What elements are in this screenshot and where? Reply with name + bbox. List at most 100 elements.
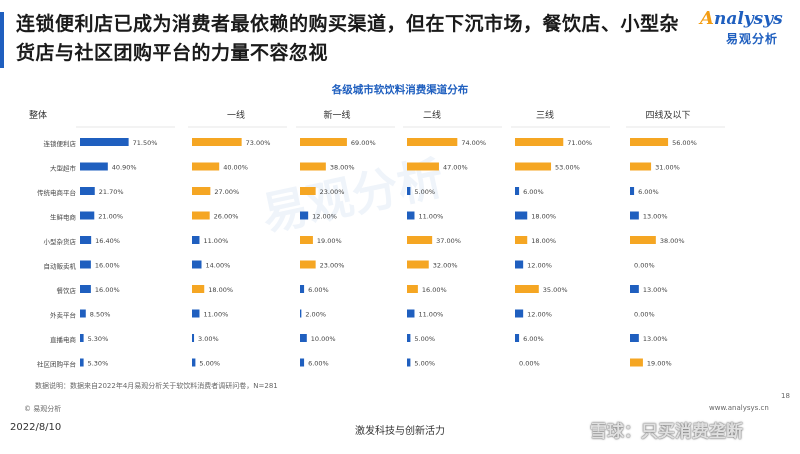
data-label: 23.00% [320, 262, 345, 270]
data-label: 18.00% [531, 213, 556, 221]
bar [407, 211, 415, 220]
bar [515, 285, 539, 293]
bar [630, 334, 639, 342]
bar [515, 211, 528, 220]
data-label: 13.00% [643, 335, 668, 343]
bar [300, 334, 307, 342]
panel-header: 四线及以下 [645, 109, 690, 121]
category-label: 连锁便利店 [44, 139, 77, 148]
analysys-logo: Analysys 易观分析 [700, 8, 792, 48]
data-label: 3.00% [198, 335, 219, 343]
data-label: 11.00% [203, 311, 228, 319]
panel-header: 三线 [536, 109, 554, 121]
category-label: 生鲜电商 [50, 213, 77, 222]
data-label: 10.00% [311, 335, 336, 343]
data-label: 71.50% [133, 139, 158, 147]
data-label: 5.00% [414, 335, 435, 343]
data-label: 11.00% [418, 311, 443, 319]
data-label: 16.40% [95, 237, 120, 245]
data-label: 0.00% [519, 360, 540, 368]
bar [300, 285, 305, 293]
website-label: www.analysys.cn [709, 404, 769, 412]
bar [192, 211, 210, 220]
source-label: © 易观分析 [24, 405, 62, 413]
snowball-watermark: 雪球：只买消费垄断 [590, 422, 743, 442]
data-label: 5.30% [88, 335, 109, 343]
bar [80, 334, 84, 342]
data-label: 0.00% [634, 311, 655, 319]
data-label: 21.00% [98, 213, 123, 221]
page-title: 连锁便利店已成为消费者最依赖的购买渠道，但在下沉市场，餐饮店、小型杂货店与社区团… [16, 13, 680, 64]
data-label: 16.00% [422, 286, 447, 294]
bar [407, 334, 411, 342]
bar [80, 309, 86, 318]
bar [630, 211, 639, 220]
logo-mark: Analysys [700, 8, 783, 29]
data-label: 38.00% [660, 237, 685, 245]
data-note: 数据说明：数据来自2022年4月易观分析关于软饮料消费者调研问卷，N=281 [35, 382, 278, 390]
data-label: 47.00% [443, 164, 468, 172]
bar [630, 285, 639, 293]
data-label: 5.00% [199, 360, 220, 368]
data-label: 6.00% [308, 360, 329, 368]
data-label: 14.00% [206, 262, 231, 270]
data-label: 27.00% [214, 188, 239, 196]
bar [515, 334, 520, 342]
bar [192, 285, 205, 293]
bar [630, 236, 656, 244]
data-label: 56.00% [672, 139, 697, 147]
data-label: 6.00% [638, 188, 659, 196]
data-label: 5.30% [88, 360, 109, 368]
title-accent-bar [0, 12, 4, 68]
bar [192, 358, 196, 367]
bar [407, 285, 418, 293]
bar [407, 309, 415, 318]
bar [407, 260, 429, 269]
bar [630, 162, 652, 171]
data-label: 16.00% [95, 286, 120, 294]
bar [192, 309, 200, 318]
data-label: 5.00% [414, 188, 435, 196]
data-label: 12.00% [312, 213, 337, 221]
bar [407, 162, 439, 171]
data-label: 16.00% [95, 262, 120, 270]
bar [300, 211, 309, 220]
bar [80, 236, 92, 244]
data-label: 37.00% [436, 237, 461, 245]
bar [192, 162, 220, 171]
data-label: 32.00% [433, 262, 458, 270]
bar [515, 187, 520, 195]
data-label: 21.70% [99, 188, 124, 196]
panel-header: 二线 [423, 109, 441, 121]
bar [515, 236, 528, 244]
bar [630, 358, 643, 367]
data-label: 40.00% [223, 164, 248, 172]
bar [300, 260, 316, 269]
bar [515, 309, 524, 318]
bar [515, 162, 552, 171]
chart-title: 各级城市软饮料消费渠道分布 [331, 84, 469, 96]
bar [192, 236, 200, 244]
data-label: 12.00% [527, 262, 552, 270]
category-label: 外卖平台 [50, 311, 76, 320]
bar [300, 236, 313, 244]
data-label: 31.00% [655, 164, 680, 172]
data-label: 40.90% [112, 164, 137, 172]
bar [407, 187, 411, 195]
bar [407, 138, 458, 146]
bar [630, 187, 635, 195]
bar [300, 162, 326, 171]
bar [407, 358, 411, 367]
bar [407, 236, 433, 244]
bar [192, 187, 211, 195]
category-label: 小型杂货店 [44, 237, 77, 246]
bar [80, 162, 108, 171]
category-label: 社区团购平台 [37, 360, 76, 369]
data-label: 2.00% [305, 311, 326, 319]
category-label: 自动贩卖机 [44, 262, 77, 271]
bar [80, 285, 91, 293]
data-label: 18.00% [208, 286, 233, 294]
logo-subtitle: 易观分析 [726, 32, 779, 46]
data-label: 8.50% [90, 311, 111, 319]
data-label: 0.00% [634, 262, 655, 270]
